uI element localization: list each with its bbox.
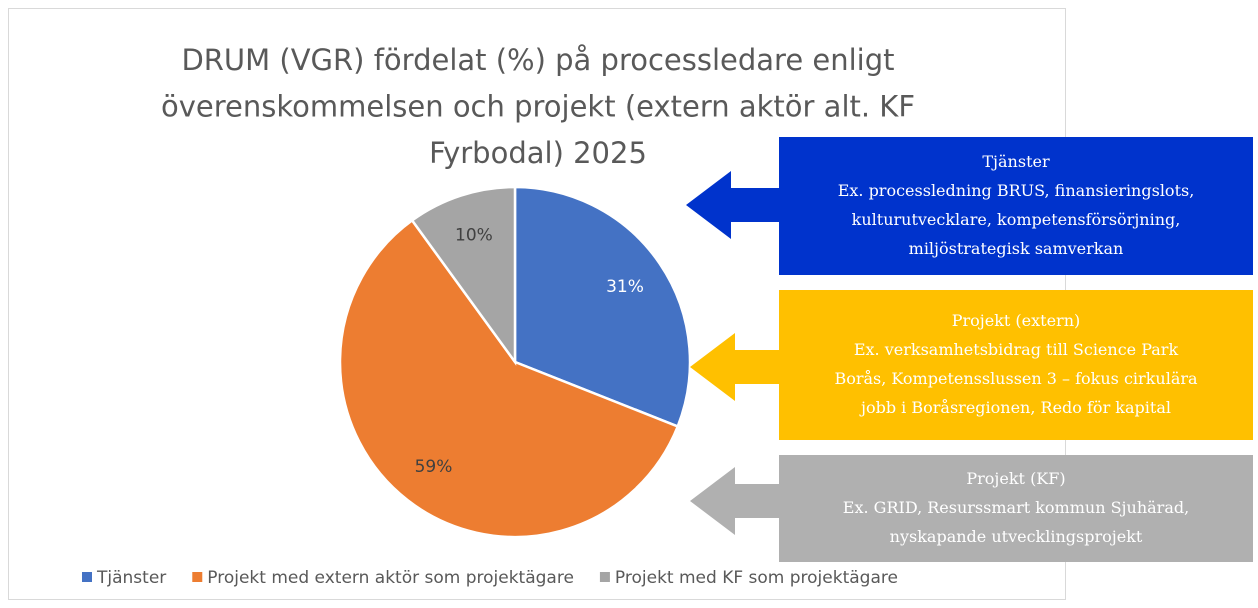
legend-swatch — [82, 572, 92, 582]
legend-label: Projekt med extern aktör som projektägar… — [207, 568, 574, 588]
callout-arrow — [686, 171, 779, 239]
callout-text: Projekt (KF) — [966, 469, 1065, 488]
chart-title: DRUM (VGR) fördelat (%) på processledare… — [181, 43, 894, 77]
legend-label: Projekt med KF som projektägare — [615, 568, 898, 588]
chart-title: överenskommelsen och projekt (extern akt… — [161, 90, 915, 124]
callout-text: Borås, Kompetensslussen 3 – fokus cirkul… — [834, 369, 1198, 388]
callout-box — [779, 137, 1253, 275]
data-label: 59% — [415, 457, 453, 477]
callout-text: Ex. processledning BRUS, finansieringslo… — [838, 181, 1195, 200]
callout-text: jobb i Boråsregionen, Redo för kapital — [859, 398, 1171, 417]
callout-text: miljöstrategisk samverkan — [909, 239, 1124, 258]
callout-text: kulturutvecklare, kompetensförsörjning, — [852, 210, 1181, 229]
data-label: 10% — [455, 226, 493, 246]
pie-slice — [410, 185, 517, 366]
data-label: 31% — [606, 277, 644, 297]
legend-label: Tjänster — [96, 568, 166, 588]
callout-text: nyskapande utvecklingsprojekt — [890, 527, 1143, 546]
callout-arrow — [690, 333, 779, 401]
callout-box — [779, 455, 1253, 562]
legend-swatch — [192, 572, 203, 582]
chart-title: Fyrbodal) 2025 — [429, 136, 647, 170]
callout-text: Ex. verksamhetsbidrag till Science Park — [854, 340, 1179, 359]
pie-slice — [338, 218, 680, 539]
legend-swatch — [599, 572, 610, 582]
callout-text: Projekt (extern) — [952, 311, 1081, 330]
callout-box — [779, 290, 1253, 440]
callout-text: Tjänster — [982, 152, 1050, 171]
pie-slice — [513, 185, 692, 429]
callout-arrow — [690, 467, 779, 535]
callout-text: Ex. GRID, Resurssmart kommun Sjuhärad, — [843, 498, 1189, 517]
